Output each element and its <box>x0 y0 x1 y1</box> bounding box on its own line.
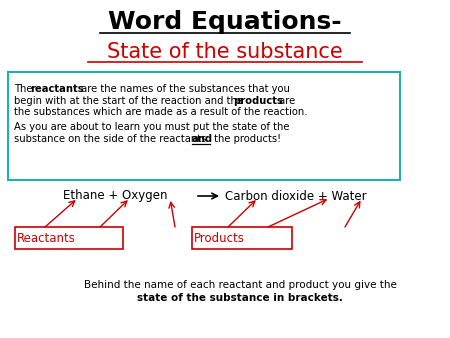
Text: Products: Products <box>194 232 245 244</box>
Text: the products!: the products! <box>211 134 281 144</box>
Text: are the names of the substances that you: are the names of the substances that you <box>78 84 290 94</box>
Text: Word Equations-: Word Equations- <box>108 10 342 34</box>
Text: The: The <box>14 84 36 94</box>
Text: Behind the name of each reactant and product you give the: Behind the name of each reactant and pro… <box>84 280 396 290</box>
Text: State of the substance: State of the substance <box>107 42 343 62</box>
Text: Carbon dioxide + Water: Carbon dioxide + Water <box>225 190 367 202</box>
Text: begin with at the start of the reaction and the: begin with at the start of the reaction … <box>14 96 246 105</box>
Text: Reactants: Reactants <box>17 232 76 244</box>
Text: substance on the side of the reactants: substance on the side of the reactants <box>14 134 210 144</box>
Text: reactants: reactants <box>30 84 84 94</box>
FancyBboxPatch shape <box>8 72 400 180</box>
Text: are: are <box>276 96 295 105</box>
Text: products: products <box>233 96 283 105</box>
Text: Ethane + Oxygen: Ethane + Oxygen <box>63 190 167 202</box>
Text: the substances which are made as a result of the reaction.: the substances which are made as a resul… <box>14 107 307 117</box>
Text: state of the substance in brackets.: state of the substance in brackets. <box>137 293 343 303</box>
FancyBboxPatch shape <box>192 227 292 249</box>
FancyBboxPatch shape <box>15 227 123 249</box>
Text: As you are about to learn you must put the state of the: As you are about to learn you must put t… <box>14 122 289 132</box>
Text: and: and <box>192 134 213 144</box>
